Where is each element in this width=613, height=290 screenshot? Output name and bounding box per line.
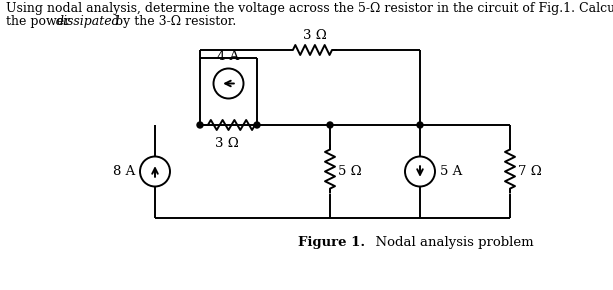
Text: 5 Ω: 5 Ω bbox=[338, 165, 362, 178]
Text: 5 A: 5 A bbox=[440, 165, 462, 178]
Text: 7 Ω: 7 Ω bbox=[518, 165, 542, 178]
Text: dissipated: dissipated bbox=[56, 15, 121, 28]
Circle shape bbox=[327, 122, 333, 128]
Text: Figure 1.: Figure 1. bbox=[298, 236, 365, 249]
Text: Nodal analysis problem: Nodal analysis problem bbox=[367, 236, 534, 249]
Text: 4 A: 4 A bbox=[218, 50, 240, 63]
Circle shape bbox=[254, 122, 260, 128]
Circle shape bbox=[197, 122, 203, 128]
Text: Using nodal analysis, determine the voltage across the 5-Ω resistor in the circu: Using nodal analysis, determine the volt… bbox=[6, 2, 613, 15]
Text: 8 A: 8 A bbox=[113, 165, 135, 178]
Text: 3 Ω: 3 Ω bbox=[215, 137, 238, 150]
Text: 3 Ω: 3 Ω bbox=[303, 29, 327, 42]
Text: by the 3-Ω resistor.: by the 3-Ω resistor. bbox=[111, 15, 236, 28]
Text: the power: the power bbox=[6, 15, 74, 28]
Circle shape bbox=[417, 122, 423, 128]
